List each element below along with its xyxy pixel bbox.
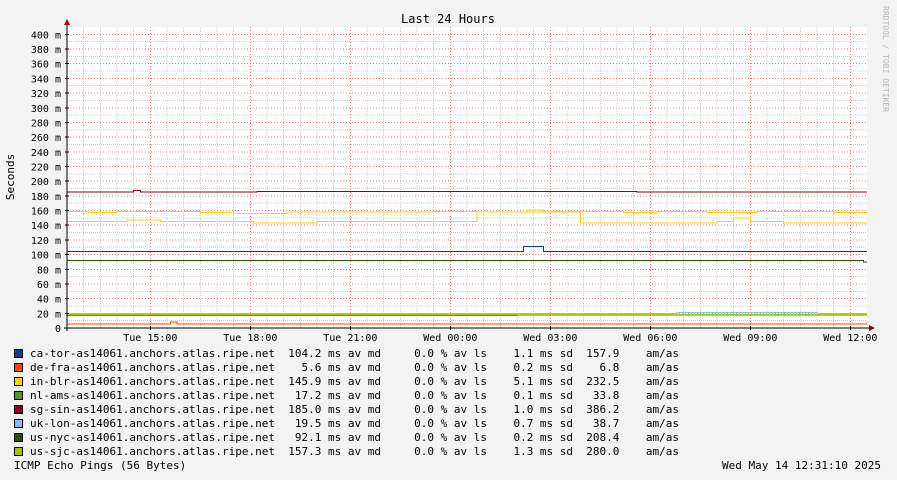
series-ca-tor-line [67, 246, 867, 252]
legend-swatch [14, 419, 23, 428]
y-tick-label: 200 m [31, 177, 61, 188]
y-tick-label: 120 m [31, 236, 61, 247]
y-tick-label: 340 m [31, 74, 61, 85]
legend-label: us-nyc-as14061.anchors.atlas.ripe.net 92… [30, 431, 680, 444]
y-tick-label: 220 m [31, 162, 61, 173]
y-tick-label: 140 m [31, 221, 61, 232]
y-axis-label: Seconds [4, 154, 17, 200]
legend-swatch [14, 391, 23, 400]
y-tick-label: 180 m [31, 192, 61, 203]
y-tick-label: 20 m [37, 309, 61, 320]
y-tick-label: 360 m [31, 60, 61, 71]
x-tick-label: Wed 09:00 [723, 333, 777, 344]
x-tick-label: Tue 18:00 [223, 333, 277, 344]
grid [67, 27, 867, 328]
y-tick-label: 240 m [31, 148, 61, 159]
y-tick-label: 0 [55, 324, 61, 335]
y-tick-label: 60 m [37, 280, 61, 291]
x-tick-label: Wed 03:00 [523, 333, 577, 344]
y-tick-label: 40 m [37, 295, 61, 306]
legend-swatch [14, 349, 23, 358]
watermark: RRDTOOL / TOBI OETIKER [881, 6, 890, 112]
ping-chart: 0 20 m 40 m 60 m 80 m 100 m 120 m 140 m 160 m 180… [4, 12, 877, 344]
series-group [67, 190, 867, 325]
footer-right: Wed May 14 12:31:10 2025 [722, 459, 881, 472]
legend-label: nl-ams-as14061.anchors.atlas.ripe.net 17… [30, 389, 680, 402]
x-tick-label: Wed 00:00 [423, 333, 477, 344]
y-tick-label: 160 m [31, 207, 61, 218]
y-tick-label: 400 m [31, 30, 61, 41]
x-tick-label: Wed 06:00 [623, 333, 677, 344]
x-axis-arrow [869, 325, 875, 331]
legend-swatch [14, 405, 23, 414]
y-tick-label: 80 m [37, 265, 61, 276]
legend-label: de-fra-as14061.anchors.atlas.ripe.net 5.… [30, 361, 680, 374]
x-tick-label: Tue 21:00 [323, 333, 377, 344]
legend-label: in-blr-as14061.anchors.atlas.ripe.net 14… [30, 375, 680, 388]
y-tick-label: 100 m [31, 251, 61, 262]
watermark-text: RRDTOOL / TOBI OETIKER [881, 6, 890, 112]
legend-swatch [14, 377, 23, 386]
legend-swatch [14, 447, 23, 456]
x-tick-label: Wed 12:00 [823, 333, 877, 344]
chart-title: Last 24 Hours [401, 12, 495, 26]
y-axis-arrow [64, 19, 70, 25]
legend-label: us-sjc-as14061.anchors.atlas.ripe.net 15… [30, 445, 680, 458]
series-uk-lon-line [67, 312, 867, 315]
legend-label: sg-sin-as14061.anchors.atlas.ripe.net 18… [30, 403, 680, 416]
y-tick-label: 380 m [31, 45, 61, 56]
legend-swatch [14, 433, 23, 442]
axes: 0 20 m 40 m 60 m 80 m 100 m 120 m 140 m 160 m 180… [31, 19, 877, 344]
y-tick-label: 260 m [31, 133, 61, 144]
y-tick-label: 300 m [31, 104, 61, 115]
y-tick-label: 320 m [31, 89, 61, 100]
footer-left: ICMP Echo Pings (56 Bytes) [14, 459, 187, 472]
series-in-blr-lower-line [67, 211, 867, 224]
legend-label: ca-tor-as14061.anchors.atlas.ripe.net 10… [30, 347, 680, 360]
legend-swatch [14, 363, 23, 372]
series-sg-sin-line [67, 190, 867, 193]
x-tick-label: Tue 15:00 [123, 333, 177, 344]
series-us-nyc-line [67, 259, 867, 263]
legend-label: uk-lon-as14061.anchors.atlas.ripe.net 19… [30, 417, 680, 430]
y-tick-label: 280 m [31, 118, 61, 129]
series-de-fra-line [67, 321, 867, 325]
